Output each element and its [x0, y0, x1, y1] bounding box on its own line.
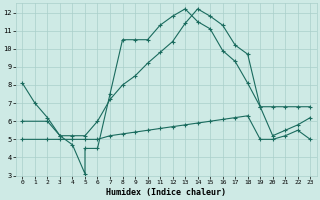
X-axis label: Humidex (Indice chaleur): Humidex (Indice chaleur): [106, 188, 226, 197]
